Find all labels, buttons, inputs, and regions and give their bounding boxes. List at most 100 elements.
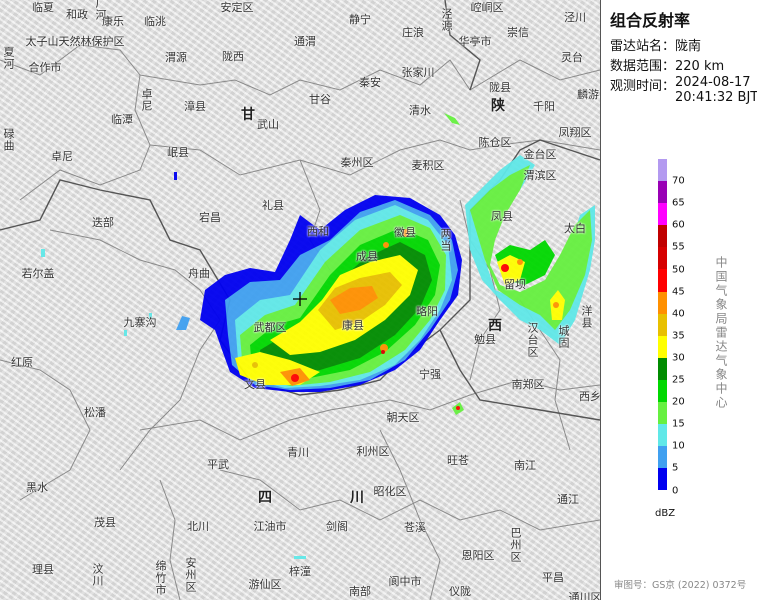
place-label: 甘谷 bbox=[309, 93, 331, 106]
echo-cell bbox=[381, 350, 385, 354]
place-label: 渭滨区 bbox=[523, 169, 557, 182]
tick-label: 65 bbox=[672, 197, 685, 209]
place-label: 苍溪 bbox=[404, 521, 426, 534]
color-bar-segment bbox=[658, 159, 667, 182]
echo-east-green bbox=[470, 165, 592, 330]
place-label: 南郑区 bbox=[511, 378, 545, 391]
place-label: 恩阳区 bbox=[461, 549, 495, 562]
color-bar bbox=[658, 159, 667, 491]
tick-label: 20 bbox=[672, 396, 685, 408]
echo-north-strip bbox=[444, 113, 460, 125]
date-value: 2024-08-17 bbox=[675, 75, 751, 90]
tick-label: 30 bbox=[672, 352, 685, 364]
echo-speck bbox=[124, 330, 127, 336]
echo-cell bbox=[402, 229, 410, 237]
place-label: 陇县 bbox=[489, 81, 511, 94]
tick-label: 60 bbox=[672, 219, 685, 231]
place-label: 安州区 bbox=[184, 557, 197, 593]
place-label: 岷县 bbox=[167, 146, 189, 159]
county-boundary bbox=[219, 469, 600, 531]
place-label: 舟曲 bbox=[188, 267, 210, 280]
place-label: 留坝 bbox=[504, 278, 526, 291]
radar-map[interactable]: 临夏 和政 广河 康乐 临洮 安定区 太子山天然林保护区 合作市 夏河 渭源 陇西 卓尼 漳县 临潭 武山碌… bbox=[0, 0, 600, 600]
place-label: 秦州区 bbox=[340, 156, 374, 169]
place-label: 北川 bbox=[187, 520, 209, 533]
place-label: 武都区 bbox=[253, 321, 287, 334]
place-label: 文县 bbox=[244, 378, 266, 391]
place-label: 两当 bbox=[439, 228, 452, 252]
place-label: 太白 bbox=[564, 222, 586, 235]
place-label: 徽县 bbox=[394, 226, 416, 239]
echo-east bbox=[41, 113, 595, 559]
place-label: 康乐 bbox=[102, 15, 124, 28]
radar-echo-layer bbox=[41, 113, 595, 559]
tick-label: 70 bbox=[672, 175, 685, 187]
province-boundary bbox=[439, 329, 600, 421]
echo-40-45dbz bbox=[330, 286, 378, 314]
province-boundary bbox=[444, 0, 481, 91]
place-label: 勉县 bbox=[474, 333, 496, 346]
echo-speck bbox=[294, 556, 306, 559]
echo-cell bbox=[291, 374, 299, 382]
tick-label: 5 bbox=[672, 462, 679, 474]
color-bar-segment bbox=[658, 269, 667, 292]
county-boundary bbox=[379, 429, 441, 600]
color-bar-segment bbox=[658, 203, 667, 226]
range-row: 数据范围：220 km bbox=[610, 55, 724, 74]
legend-panel: 组合反射率 雷达站名：陇南 数据范围：220 km 观测时间：2024-08-1… bbox=[600, 0, 757, 600]
place-label: 康县 bbox=[342, 319, 364, 332]
place-label: 合作市 bbox=[28, 61, 62, 74]
echo-main bbox=[200, 195, 462, 392]
place-label: 泾源 bbox=[440, 8, 453, 32]
place-label: 绵竹市 bbox=[154, 560, 167, 596]
place-label: 平昌 bbox=[542, 571, 564, 584]
place-label: 西和 bbox=[307, 225, 329, 238]
echo-cell bbox=[501, 264, 509, 272]
place-label: 西乡 bbox=[579, 390, 600, 403]
place-label: 夏河 bbox=[2, 46, 15, 70]
echo-cell bbox=[380, 344, 388, 352]
echo-speck bbox=[41, 249, 45, 257]
color-bar-segment bbox=[658, 402, 667, 425]
place-label: 昭化区 bbox=[373, 485, 407, 498]
county-boundary bbox=[139, 379, 600, 441]
place-label: 张家川 bbox=[401, 66, 435, 79]
place-label: 崇信 bbox=[507, 26, 529, 39]
color-bar-segment bbox=[658, 424, 667, 447]
place-label: 巴州区 bbox=[509, 527, 522, 563]
province-label: 甘 bbox=[241, 107, 255, 123]
place-label: 利州区 bbox=[356, 445, 390, 458]
place-label: 金台区 bbox=[523, 148, 557, 161]
place-label: 迭部 bbox=[92, 216, 114, 229]
place-label: 成县 bbox=[356, 250, 378, 263]
place-label: 江油市 bbox=[253, 520, 287, 533]
place-label: 平武 bbox=[207, 458, 229, 471]
place-label: 茂县 bbox=[94, 516, 116, 529]
tick-label: 10 bbox=[672, 440, 685, 452]
color-bar-segment bbox=[658, 181, 667, 204]
tick-label: 0 bbox=[672, 485, 679, 496]
color-bar-segment bbox=[658, 357, 667, 380]
echo-speck bbox=[149, 313, 152, 319]
color-bar-segment bbox=[658, 247, 667, 270]
echo-cell bbox=[517, 259, 523, 265]
tick-label: 40 bbox=[672, 308, 685, 320]
place-label: 麟游 bbox=[577, 88, 599, 101]
place-label: 朝天区 bbox=[386, 411, 420, 424]
place-label: 汶川 bbox=[91, 563, 104, 587]
place-label: 黑水 bbox=[26, 481, 48, 494]
echo-cell bbox=[553, 302, 559, 308]
place-label: 武山 bbox=[257, 118, 279, 131]
tick-label: 55 bbox=[672, 241, 685, 253]
place-label: 略阳 bbox=[416, 305, 438, 318]
time-value: 20:41:32 BJT bbox=[675, 90, 757, 105]
unit-label: dBZ bbox=[655, 508, 676, 519]
place-label: 清水 bbox=[409, 104, 431, 117]
place-label: 礼县 bbox=[262, 199, 284, 212]
county-boundary bbox=[0, 44, 151, 201]
place-label: 游仙区 bbox=[248, 578, 282, 591]
county-boundary bbox=[149, 139, 600, 176]
place-label: 秦安 bbox=[359, 76, 381, 89]
color-bar-segment bbox=[658, 225, 667, 248]
place-label: 华亭市 bbox=[458, 35, 492, 48]
